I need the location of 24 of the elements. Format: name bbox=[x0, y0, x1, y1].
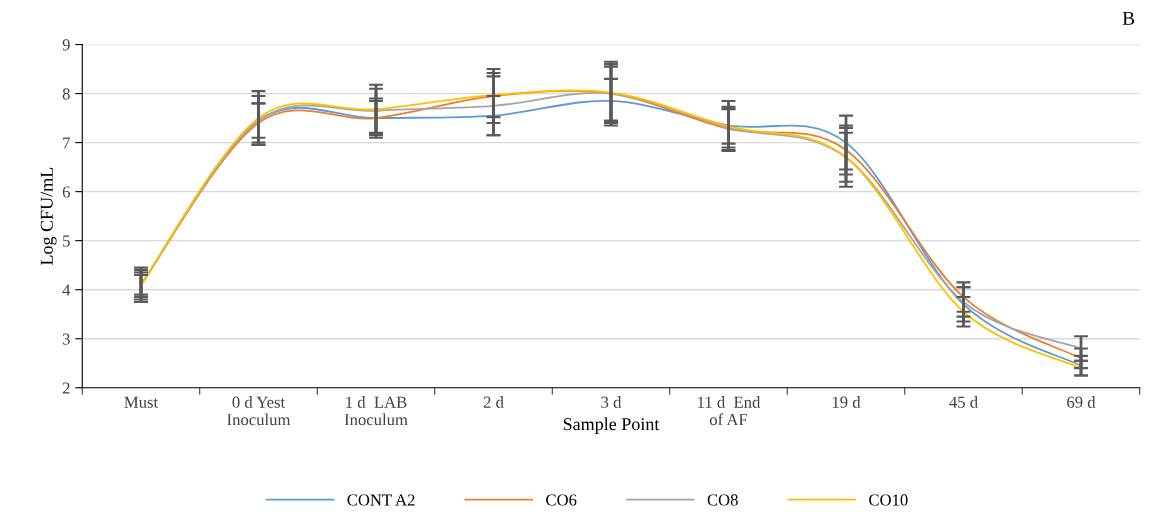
legend-label: CONT A2 bbox=[347, 494, 415, 506]
y-tick-label: 9 bbox=[62, 39, 70, 51]
y-tick-label: 6 bbox=[62, 186, 70, 198]
x-tick-label: 19 d bbox=[832, 396, 861, 408]
y-tick-label: 5 bbox=[63, 235, 70, 247]
x-tick-label: 11 d End of AF bbox=[698, 396, 761, 426]
x-tick-label: 1 d LAB Inoculum bbox=[344, 396, 408, 426]
y-tick-label: 8 bbox=[62, 88, 70, 100]
x-tick-label: 3 d bbox=[601, 396, 622, 408]
y-axis-title: Log CFU/mL bbox=[40, 167, 57, 266]
legend-label: CO10 bbox=[869, 494, 908, 506]
x-tick-label: 45 d bbox=[949, 396, 978, 408]
x-tick-label: 69 d bbox=[1067, 396, 1096, 408]
y-tick-label: 7 bbox=[63, 137, 70, 149]
legend-label: CO6 bbox=[546, 494, 577, 506]
x-tick-label: Must bbox=[124, 396, 159, 408]
y-tick-label: 3 bbox=[62, 333, 70, 345]
x-axis-title: Sample Point bbox=[563, 417, 660, 434]
y-tick-label: 2 bbox=[62, 382, 70, 394]
x-tick-label: 0 d Yest Inoculum bbox=[227, 396, 291, 426]
legend-label: CO8 bbox=[707, 494, 738, 506]
text: B bbox=[1122, 11, 1135, 25]
y-tick-label: 4 bbox=[62, 284, 71, 296]
x-tick-label: 2 d bbox=[483, 396, 504, 408]
